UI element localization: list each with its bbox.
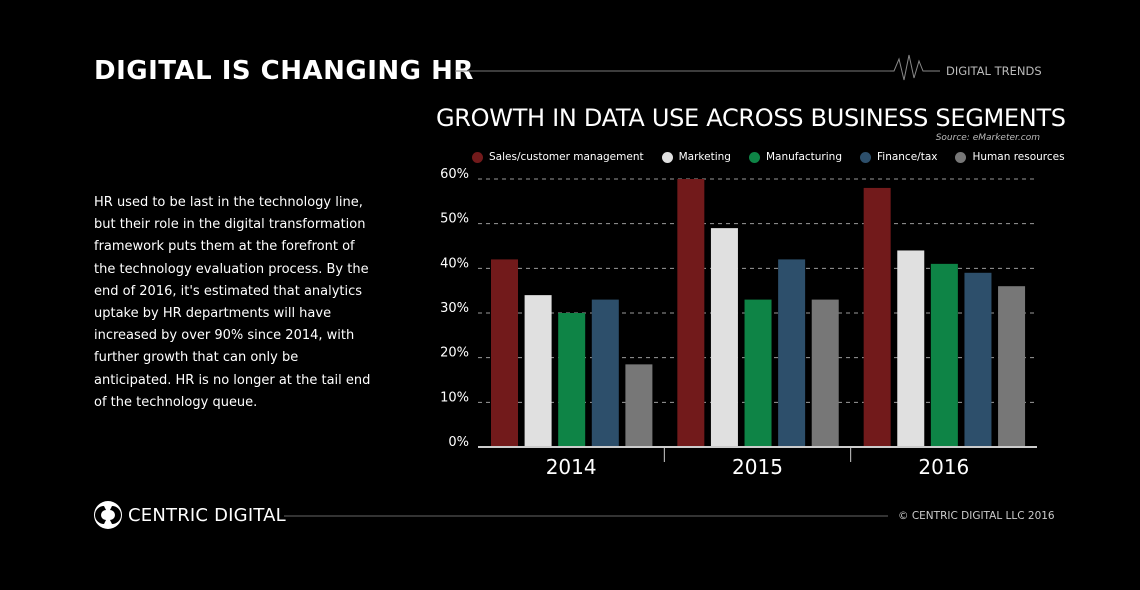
pulse-icon — [890, 54, 940, 81]
y-tick-label: 60% — [440, 167, 469, 182]
copyright: © CENTRIC DIGITAL LLC 2016 — [898, 510, 1055, 522]
centric-logo-icon — [94, 501, 122, 529]
legend-label: Human resources — [972, 151, 1065, 163]
legend-item: Sales/customer management — [472, 151, 644, 163]
bar-2014-sales-customer-management — [491, 259, 518, 447]
bar-2014-marketing — [524, 295, 552, 447]
bar-2015-marketing — [710, 228, 738, 447]
y-tick-label: 0% — [448, 435, 469, 450]
legend-label: Sales/customer management — [489, 151, 644, 163]
bar-2014-manufacturing — [558, 313, 586, 447]
y-tick-label: 50% — [440, 212, 469, 227]
legend-swatch — [661, 151, 673, 163]
legend-swatch — [748, 151, 760, 163]
x-tick-label: 2016 — [918, 455, 969, 479]
bar-2016-marketing — [897, 250, 925, 447]
bar-2016-sales-customer-management — [863, 187, 891, 447]
legend-label: Finance/tax — [877, 151, 938, 163]
x-tick-label: 2014 — [546, 455, 597, 479]
y-tick-label: 30% — [440, 301, 469, 316]
y-tick-label: 20% — [440, 346, 469, 361]
chart-legend: Sales/customer management Marketing Manufa… — [472, 151, 1065, 163]
bar-2016-manufacturing — [930, 263, 958, 447]
bar-2015-human-resources — [811, 299, 839, 447]
legend-swatch — [860, 151, 871, 163]
legend-swatch — [955, 151, 967, 163]
y-tick-label: 40% — [440, 256, 469, 271]
legend-item: Human resources — [955, 151, 1065, 163]
page-title: DIGITAL IS CHANGING HR — [94, 56, 474, 86]
bar-2014-finance-tax — [591, 299, 619, 447]
bar-2016-finance-tax — [964, 272, 992, 447]
bar-2014-human-resources — [625, 364, 653, 447]
section-label: DIGITAL TRENDS — [946, 64, 1042, 78]
legend-item: Finance/tax — [860, 151, 937, 163]
legend-item: Manufacturing — [748, 151, 842, 163]
chart-source: Source: eMarketer.com — [935, 133, 1040, 143]
legend-swatch — [472, 151, 483, 163]
bar-2015-finance-tax — [778, 259, 806, 447]
legend-item: Marketing — [661, 151, 731, 163]
body-paragraph: HR used to be last in the technology lin… — [94, 195, 371, 410]
legend-label: Marketing — [678, 151, 731, 163]
bar-2015-manufacturing — [744, 299, 772, 447]
bar-2015-sales-customer-management — [677, 179, 705, 447]
y-tick-label: 10% — [440, 390, 469, 405]
x-tick-label: 2015 — [732, 455, 783, 479]
bar-2016-human-resources — [998, 286, 1026, 447]
chart-title: GROWTH IN DATA USE ACROSS BUSINESS SEGME… — [436, 104, 1066, 132]
legend-label: Manufacturing — [765, 151, 842, 163]
brand-name: CENTRIC DIGITAL — [128, 505, 286, 526]
